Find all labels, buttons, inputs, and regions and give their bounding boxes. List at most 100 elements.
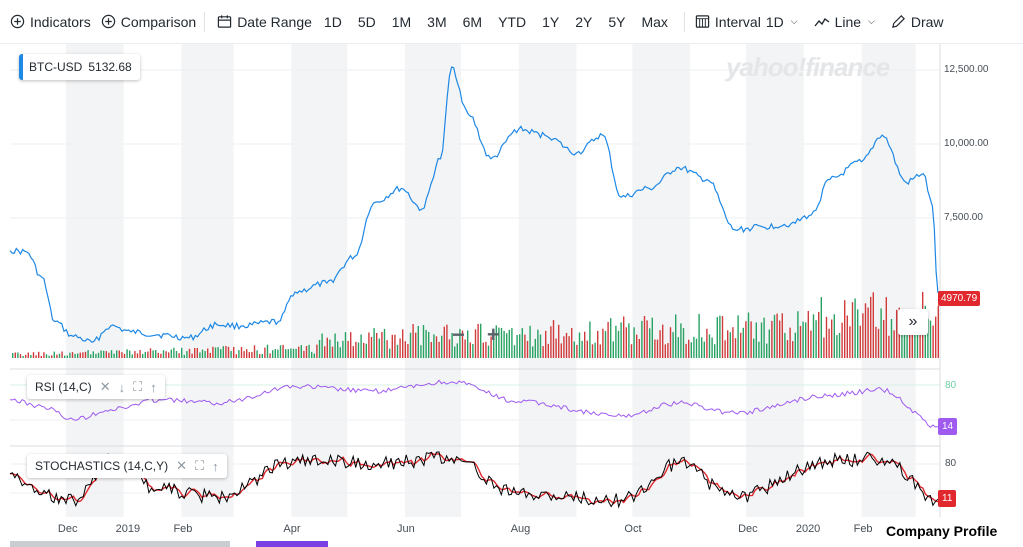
volume-bar <box>443 326 445 358</box>
indicators-button[interactable]: Indicators <box>10 14 91 30</box>
volume-bar <box>201 349 204 358</box>
volume-bar <box>204 351 206 358</box>
volume-bar <box>316 344 318 358</box>
volume-bar <box>381 332 383 358</box>
volume-bar <box>550 326 552 358</box>
volume-bar <box>12 353 14 358</box>
zoom-controls: − + <box>452 322 500 348</box>
arrow-down-icon[interactable]: ↓ <box>118 379 126 395</box>
volume-bar <box>207 348 209 358</box>
volume-bar <box>355 341 357 358</box>
chart-type-dropdown[interactable]: Line ⌵ <box>814 14 875 30</box>
ticker-label[interactable]: BTC-USD 5132.68 <box>19 54 140 80</box>
range-5d[interactable]: 5D <box>357 13 376 30</box>
range-1m[interactable]: 1M <box>391 13 412 30</box>
volume-bar <box>714 344 716 358</box>
volume-bar <box>303 350 305 358</box>
month-band <box>291 44 348 517</box>
volume-bar <box>347 340 349 358</box>
volume-bar <box>747 312 750 358</box>
volume-bar <box>142 353 144 358</box>
volume-bar <box>737 315 739 358</box>
volume-bar <box>851 302 854 358</box>
volume-bar <box>654 339 656 358</box>
zoom-out-icon[interactable]: − <box>452 322 465 347</box>
volume-bar <box>498 327 500 358</box>
volume-bar <box>706 328 708 358</box>
volume-bar <box>805 322 807 358</box>
volume-bar <box>178 353 180 358</box>
expand-icon[interactable]: ⛶ <box>195 458 205 473</box>
draw-button[interactable]: Draw <box>891 14 944 30</box>
range-5y[interactable]: 5Y <box>608 13 626 30</box>
zoom-in-icon[interactable]: + <box>486 322 500 347</box>
volume-bar <box>578 332 581 358</box>
volume-bar <box>480 323 482 358</box>
close-icon[interactable]: ✕ <box>176 458 188 473</box>
volume-bar <box>719 315 721 358</box>
volume-bar <box>295 348 297 358</box>
month-band <box>632 44 691 517</box>
volume-bar <box>591 344 594 358</box>
volume-bar <box>386 340 388 358</box>
volume-bar <box>711 337 713 358</box>
volume-bar <box>162 350 165 358</box>
volume-bar <box>932 325 934 358</box>
range-1d[interactable]: 1D <box>323 13 342 30</box>
volume-bar <box>45 354 48 358</box>
volume-bar <box>485 341 487 358</box>
scroll-right-button[interactable]: » <box>898 309 928 335</box>
date-range-button[interactable]: Date Range <box>217 14 312 30</box>
volume-bar <box>357 342 360 358</box>
volume-bar <box>477 323 479 358</box>
range-2y[interactable]: 2Y <box>575 13 593 30</box>
volume-bar <box>820 297 822 358</box>
company-profile-link[interactable]: Company Profile <box>886 523 998 539</box>
volume-bar <box>266 344 269 358</box>
volume-bar <box>789 327 791 358</box>
volume-bar <box>474 329 477 358</box>
arrow-up-icon[interactable]: ↑ <box>212 458 219 474</box>
volume-bar <box>524 334 526 358</box>
volume-bar <box>909 333 911 358</box>
volume-bar <box>695 338 698 358</box>
volume-bar <box>134 351 136 358</box>
range-max[interactable]: Max <box>641 13 668 30</box>
interval-dropdown[interactable]: Interval 1D ⌵ <box>695 14 798 30</box>
range-ytd[interactable]: YTD <box>498 13 527 30</box>
volume-bar <box>454 346 456 358</box>
volume-bar <box>620 322 622 358</box>
volume-bar <box>669 327 672 358</box>
range-3m[interactable]: 3M <box>427 13 447 30</box>
volume-bar <box>680 323 682 358</box>
range-1y[interactable]: 1Y <box>542 13 560 30</box>
comparison-button[interactable]: Comparison <box>101 14 196 30</box>
volume-bar <box>534 338 536 358</box>
arrow-up-icon[interactable]: ↑ <box>150 379 157 395</box>
volume-bar <box>144 351 146 358</box>
volume-bar <box>786 340 789 358</box>
expand-icon[interactable]: ⛶ <box>133 379 143 394</box>
footer-button[interactable] <box>256 541 328 547</box>
volume-bar <box>35 355 37 358</box>
volume-bar <box>243 351 245 358</box>
y-tick-label: 7,500.00 <box>944 212 983 223</box>
month-band <box>405 44 461 517</box>
toolbar-divider <box>683 11 685 32</box>
volume-bar <box>230 351 232 358</box>
range-6m[interactable]: 6M <box>462 13 483 30</box>
volume-bar <box>906 318 908 358</box>
volume-bar <box>586 340 588 358</box>
volume-bar <box>519 334 521 358</box>
calendar-icon <box>217 14 232 29</box>
volume-bar <box>253 345 256 358</box>
volume-bar <box>929 320 932 358</box>
line-chart-icon <box>814 15 830 29</box>
close-icon[interactable]: ✕ <box>99 379 111 394</box>
volume-bar <box>604 331 607 358</box>
volume-bar <box>344 332 347 358</box>
volume-bar <box>430 342 432 358</box>
volume-bar <box>581 340 583 358</box>
volume-bar <box>880 308 882 358</box>
